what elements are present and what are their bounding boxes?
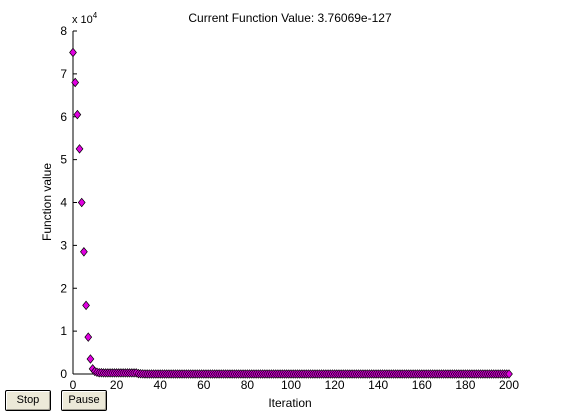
- y-tick-label: 0: [60, 367, 67, 381]
- x-tick-label: 160: [412, 378, 432, 392]
- x-axis-label: Iteration: [268, 396, 311, 410]
- chart-title: Current Function Value: 3.76069e-127: [188, 11, 392, 25]
- stop-button[interactable]: Stop: [5, 390, 51, 411]
- x-tick-label: 0: [70, 378, 77, 392]
- data-marker: [86, 354, 95, 364]
- data-marker: [80, 247, 88, 257]
- data-marker: [77, 197, 86, 208]
- y-axis-label: Function value: [40, 163, 54, 241]
- y-tick-label: 6: [60, 110, 67, 124]
- x-tick-label: 40: [154, 378, 168, 392]
- data-marker: [75, 144, 84, 154]
- x-tick-label: 60: [197, 378, 211, 392]
- x-tick-label: 200: [499, 378, 519, 392]
- y-tick-label: 5: [60, 153, 67, 167]
- y-tick-label: 7: [60, 67, 67, 81]
- x-tick-label: 140: [368, 378, 388, 392]
- x-tick-label: 20: [110, 378, 124, 392]
- y-axis-multiplier: x 104: [72, 11, 98, 26]
- data-markers: [69, 47, 513, 379]
- data-marker: [73, 109, 82, 120]
- y-axis-multiplier-base: x 10: [72, 14, 93, 26]
- y-axis-ticks: 0 1 2 3 4 5 6 7 8: [60, 24, 77, 381]
- data-marker: [84, 332, 93, 342]
- y-tick-label: 2: [60, 281, 67, 295]
- y-tick-label: 3: [60, 238, 67, 252]
- y-tick-label: 4: [60, 196, 67, 210]
- data-marker: [69, 47, 77, 58]
- data-marker: [71, 77, 80, 88]
- y-tick-label: 1: [60, 324, 67, 338]
- x-tick-label: 180: [455, 378, 475, 392]
- x-tick-label: 80: [241, 378, 255, 392]
- x-tick-label: 120: [325, 378, 345, 392]
- pause-button[interactable]: Pause: [61, 390, 107, 411]
- y-tick-label: 8: [60, 24, 67, 38]
- x-tick-label: 100: [281, 378, 301, 392]
- data-marker: [505, 369, 513, 379]
- data-marker: [82, 300, 90, 311]
- y-axis-multiplier-exponent: 4: [93, 11, 98, 20]
